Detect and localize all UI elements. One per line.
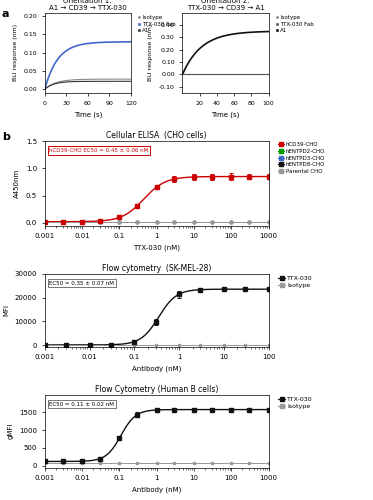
Title: Orientation 1:
A1 → CD39 → TTX-030: Orientation 1: A1 → CD39 → TTX-030	[49, 0, 127, 10]
Title: Cellular ELISA  (CHO cells): Cellular ELISA (CHO cells)	[106, 132, 207, 140]
Text: a: a	[2, 9, 9, 19]
Legend: Isotype, TTX-030 Fab, A1: Isotype, TTX-030 Fab, A1	[138, 16, 176, 33]
X-axis label: TTX-030 (nM): TTX-030 (nM)	[133, 244, 180, 251]
Text: EC50 = 0.35 ± 0.07 nM: EC50 = 0.35 ± 0.07 nM	[49, 280, 114, 285]
Title: Flow Cytometry (Human B cells): Flow Cytometry (Human B cells)	[95, 385, 218, 394]
Y-axis label: gMFI: gMFI	[7, 423, 13, 440]
Y-axis label: MFI: MFI	[3, 304, 9, 316]
X-axis label: Antibody (nM): Antibody (nM)	[132, 366, 181, 372]
Y-axis label: A450nm: A450nm	[14, 168, 20, 198]
Legend: TTX-030, Isotype: TTX-030, Isotype	[278, 276, 313, 288]
X-axis label: Time (s): Time (s)	[211, 111, 240, 117]
Text: hCD39-CHO EC50 = 0.45 ± 0.06 nM: hCD39-CHO EC50 = 0.45 ± 0.06 nM	[49, 148, 148, 153]
Legend: hCD39-CHO, hENTPD2-CHO, hENTPD3-CHO, hENTPD8-CHO, Parental CHO: hCD39-CHO, hENTPD2-CHO, hENTPD3-CHO, hEN…	[278, 142, 325, 174]
Y-axis label: BLI response (nm): BLI response (nm)	[148, 24, 153, 82]
Title: Orientation 2:
TTX-030 → CD39 → A1: Orientation 2: TTX-030 → CD39 → A1	[186, 0, 264, 10]
Legend: TTX-030, Isotype: TTX-030, Isotype	[278, 396, 313, 409]
X-axis label: Time (s): Time (s)	[73, 111, 102, 117]
Text: EC50 = 0.11 ± 0.02 nM: EC50 = 0.11 ± 0.02 nM	[49, 402, 114, 406]
Title: Flow cytometry  (SK-MEL-28): Flow cytometry (SK-MEL-28)	[102, 264, 211, 273]
Legend: Isotype, TTX-030 Fab, A1: Isotype, TTX-030 Fab, A1	[276, 16, 314, 33]
Text: b: b	[2, 132, 10, 142]
X-axis label: Antibody (nM): Antibody (nM)	[132, 486, 181, 493]
Y-axis label: BLI response (nm): BLI response (nm)	[13, 24, 18, 82]
